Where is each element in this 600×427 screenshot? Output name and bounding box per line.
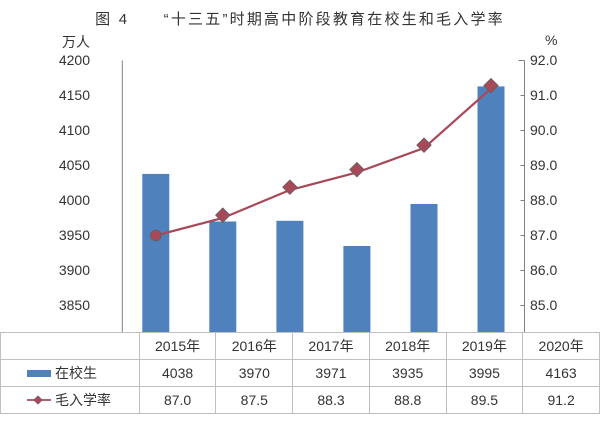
svg-text:86.0: 86.0 (530, 262, 557, 278)
svg-text:90.0: 90.0 (530, 122, 557, 138)
svg-text:4150: 4150 (59, 87, 90, 103)
svg-text:4050: 4050 (59, 157, 90, 173)
svg-text:3950: 3950 (59, 227, 90, 243)
svg-text:88.0: 88.0 (530, 192, 557, 208)
svg-text:3850: 3850 (59, 297, 90, 313)
svg-text:4100: 4100 (59, 122, 90, 138)
svg-text:4200: 4200 (59, 52, 90, 68)
svg-text:91.0: 91.0 (530, 87, 557, 103)
svg-text:3900: 3900 (59, 262, 90, 278)
svg-text:92.0: 92.0 (530, 52, 557, 68)
svg-text:87.0: 87.0 (530, 227, 557, 243)
svg-text:85.0: 85.0 (530, 297, 557, 313)
svg-text:89.0: 89.0 (530, 157, 557, 173)
svg-text:4000: 4000 (59, 192, 90, 208)
